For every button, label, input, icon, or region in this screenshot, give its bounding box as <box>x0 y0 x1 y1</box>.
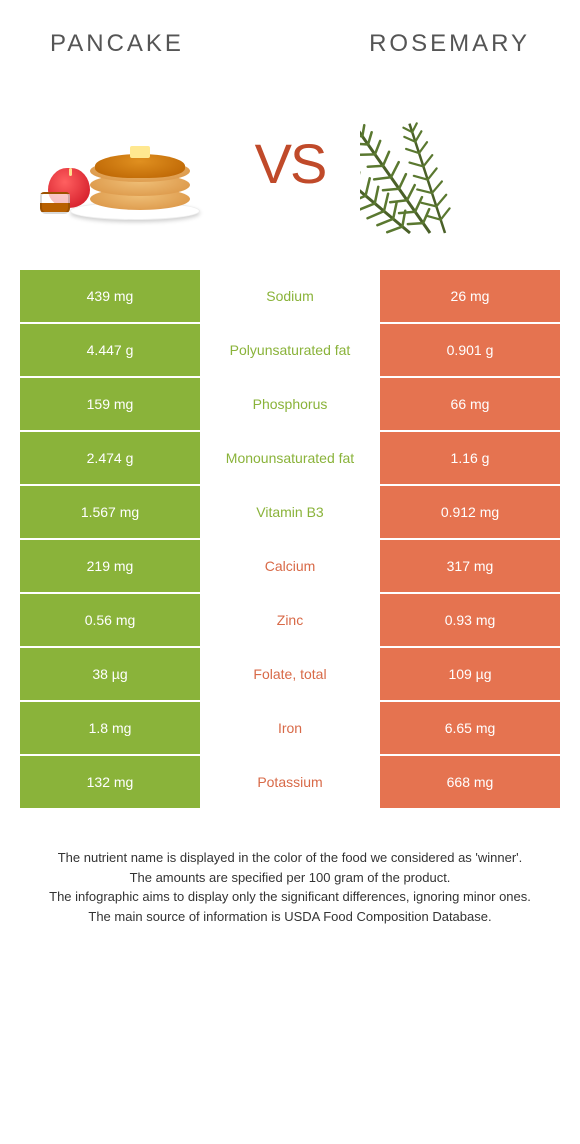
vs-label: VS <box>255 131 326 196</box>
nutrient-label: Monounsaturated fat <box>200 430 380 484</box>
left-food-title: Pancake <box>50 30 184 58</box>
footnote-line: The nutrient name is displayed in the co… <box>40 848 540 868</box>
right-value: 0.912 mg <box>380 484 560 538</box>
left-value: 38 µg <box>20 646 200 700</box>
images-row: VS <box>20 78 560 268</box>
nutrient-label: Zinc <box>200 592 380 646</box>
left-value: 219 mg <box>20 538 200 592</box>
right-value: 0.901 g <box>380 322 560 376</box>
table-row: 0.56 mgZinc0.93 mg <box>20 592 560 646</box>
nutrient-label: Phosphorus <box>200 376 380 430</box>
left-value: 2.474 g <box>20 430 200 484</box>
left-value: 1.567 mg <box>20 484 200 538</box>
right-food-title: Rosemary <box>369 30 530 58</box>
right-value: 109 µg <box>380 646 560 700</box>
table-row: 1.567 mgVitamin B30.912 mg <box>20 484 560 538</box>
left-value: 1.8 mg <box>20 700 200 754</box>
footnotes: The nutrient name is displayed in the co… <box>20 808 560 926</box>
right-value: 0.93 mg <box>380 592 560 646</box>
footnote-line: The main source of information is USDA F… <box>40 907 540 927</box>
table-row: 439 mgSodium26 mg <box>20 268 560 322</box>
right-value: 317 mg <box>380 538 560 592</box>
left-value: 439 mg <box>20 268 200 322</box>
rosemary-image <box>360 88 550 238</box>
right-value: 26 mg <box>380 268 560 322</box>
nutrient-label: Potassium <box>200 754 380 808</box>
left-value: 0.56 mg <box>20 592 200 646</box>
left-value: 132 mg <box>20 754 200 808</box>
nutrient-label: Vitamin B3 <box>200 484 380 538</box>
table-row: 2.474 gMonounsaturated fat1.16 g <box>20 430 560 484</box>
nutrient-label: Iron <box>200 700 380 754</box>
nutrient-label: Calcium <box>200 538 380 592</box>
pancake-image <box>30 88 220 238</box>
table-row: 132 mgPotassium668 mg <box>20 754 560 808</box>
table-row: 159 mgPhosphorus66 mg <box>20 376 560 430</box>
footnote-line: The amounts are specified per 100 gram o… <box>40 868 540 888</box>
table-row: 38 µgFolate, total109 µg <box>20 646 560 700</box>
right-value: 1.16 g <box>380 430 560 484</box>
nutrient-table: 439 mgSodium26 mg4.447 gPolyunsaturated … <box>20 268 560 808</box>
right-value: 668 mg <box>380 754 560 808</box>
right-value: 66 mg <box>380 376 560 430</box>
right-value: 6.65 mg <box>380 700 560 754</box>
table-row: 1.8 mgIron6.65 mg <box>20 700 560 754</box>
table-row: 4.447 gPolyunsaturated fat0.901 g <box>20 322 560 376</box>
left-value: 4.447 g <box>20 322 200 376</box>
title-row: Pancake Rosemary <box>20 20 560 78</box>
nutrient-label: Folate, total <box>200 646 380 700</box>
nutrient-label: Polyunsaturated fat <box>200 322 380 376</box>
footnote-line: The infographic aims to display only the… <box>40 887 540 907</box>
left-value: 159 mg <box>20 376 200 430</box>
table-row: 219 mgCalcium317 mg <box>20 538 560 592</box>
nutrient-label: Sodium <box>200 268 380 322</box>
